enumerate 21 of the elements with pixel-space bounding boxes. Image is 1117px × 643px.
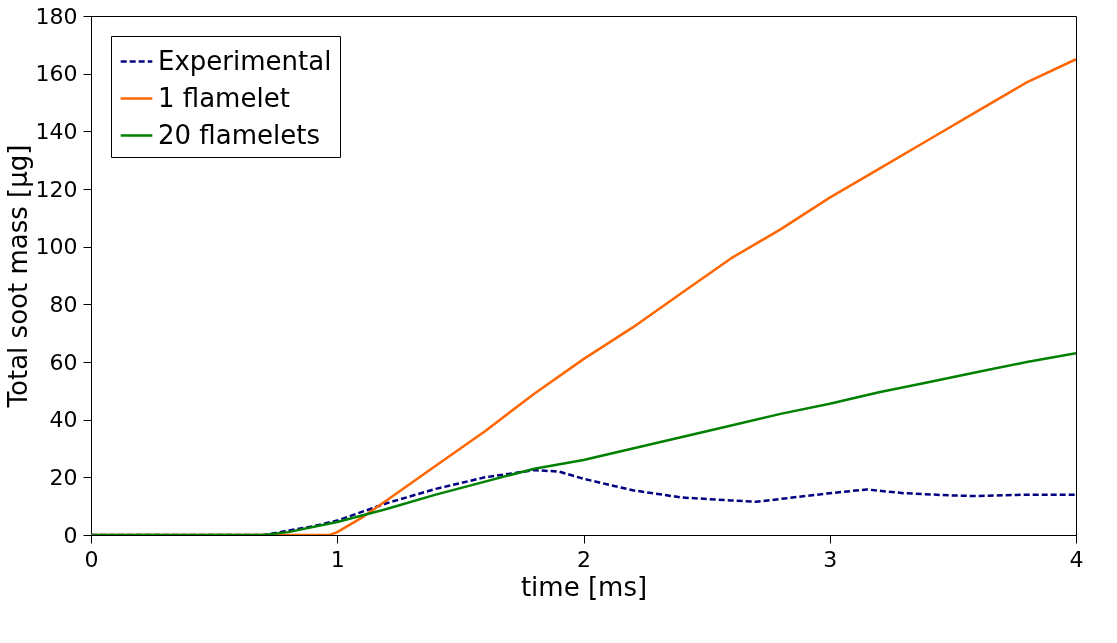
y-tick-label: 60 <box>49 349 78 375</box>
y-tick-label: 120 <box>35 176 78 202</box>
x-tick-label: 3 <box>823 546 838 572</box>
x-tick-label: 1 <box>330 546 345 572</box>
x-axis-title: time [ms] <box>520 571 648 602</box>
x-tick-label: 4 <box>1069 546 1084 572</box>
legend-label: 1 flamelet <box>158 82 290 113</box>
line-series <box>91 352 1076 535</box>
y-tick-label: 180 <box>35 3 78 29</box>
x-tick-label: 2 <box>577 546 591 572</box>
legend-label: Experimental <box>158 45 332 76</box>
y-tick-label: 20 <box>49 464 78 490</box>
legend-label: 20 flamelets <box>158 119 320 150</box>
y-tick-label: 160 <box>35 61 78 87</box>
y-tick-label: 140 <box>35 118 78 144</box>
y-tick-label: 100 <box>35 234 78 260</box>
y-axis-title: Total soot mass [µg] <box>2 144 33 409</box>
y-tick-label: 0 <box>63 522 78 548</box>
y-tick-label: 40 <box>49 407 78 433</box>
x-tick-label: 0 <box>84 546 99 572</box>
y-tick-label: 80 <box>49 291 78 317</box>
